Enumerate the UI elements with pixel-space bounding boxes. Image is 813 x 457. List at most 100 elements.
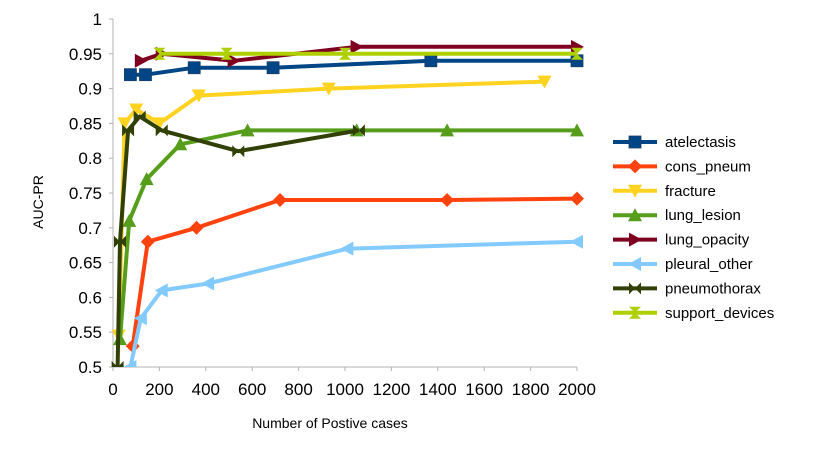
data-point — [113, 235, 120, 248]
x-tick-label: 400 — [192, 380, 220, 399]
data-point-part — [238, 145, 245, 158]
x-tick-label: 800 — [284, 380, 312, 399]
data-point — [111, 361, 118, 367]
data-point — [133, 311, 147, 326]
data-point-part — [358, 124, 365, 137]
series-fracture — [111, 75, 552, 343]
series-line — [116, 79, 545, 336]
y-tick-label: 0.65 — [69, 254, 102, 273]
data-point — [139, 172, 154, 186]
data-point — [220, 47, 233, 54]
data-point — [173, 137, 188, 151]
data-point — [570, 234, 583, 249]
x-axis-title: Number of Postive cases — [252, 415, 408, 431]
data-point — [155, 124, 162, 137]
y-tick-label: 0.75 — [69, 184, 102, 203]
data-point — [266, 61, 280, 75]
data-point-part — [139, 110, 146, 123]
data-point — [352, 124, 359, 137]
legend: atelectasis cons_pneum fracture lung_lesion… — [613, 134, 774, 322]
y-tick-label: 0.5 — [78, 358, 102, 377]
data-point — [134, 53, 148, 68]
legend-label: cons_pneum — [665, 158, 751, 175]
data-point — [153, 47, 166, 54]
data-point — [628, 159, 642, 174]
data-point — [339, 47, 351, 54]
data-point-part — [119, 235, 126, 248]
legend-label: pleural_other — [665, 256, 753, 273]
x-tick-label: 2000 — [558, 380, 596, 399]
y-axis-title: AUC-PR — [30, 175, 46, 229]
data-point — [629, 282, 635, 295]
data-point — [629, 306, 641, 313]
data-point — [424, 54, 438, 68]
data-point — [201, 276, 215, 291]
data-point — [124, 68, 137, 82]
data-point — [628, 257, 641, 271]
series-pleural-other — [123, 234, 583, 367]
x-tick-label: 1600 — [465, 380, 503, 399]
data-point — [187, 61, 201, 75]
legend-item: fracture — [613, 183, 716, 200]
data-point — [139, 68, 152, 82]
data-point — [628, 184, 642, 198]
series-line — [118, 128, 577, 340]
data-point-part — [339, 53, 351, 60]
data-point — [537, 75, 552, 89]
x-tick-label: 1200 — [372, 380, 410, 399]
data-point-part — [128, 124, 135, 137]
y-tick-label: 0.9 — [78, 80, 102, 99]
x-tick-label: 0 — [108, 380, 117, 399]
data-point — [232, 145, 239, 158]
x-tick-label: 200 — [145, 380, 173, 399]
data-point — [227, 53, 241, 68]
data-point — [129, 103, 144, 117]
y-tick-label: 0.95 — [69, 45, 102, 64]
legend-label: atelectasis — [665, 134, 736, 151]
data-point — [152, 117, 167, 131]
legend-item: lung_opacity — [613, 232, 750, 249]
data-point-part — [220, 53, 233, 60]
legend-label: fracture — [665, 183, 716, 200]
data-point — [189, 220, 204, 235]
data-point — [122, 213, 137, 227]
y-tick-label: 1 — [93, 10, 102, 29]
legend-item: pleural_other — [613, 256, 753, 273]
data-point-part — [571, 53, 583, 60]
legend-label: support_devices — [665, 305, 774, 322]
data-point — [240, 123, 255, 137]
data-point — [629, 232, 642, 247]
legend-item: pneumothorax — [613, 280, 761, 297]
data-point — [350, 39, 364, 54]
data-point-part — [635, 282, 641, 295]
series-lung-lesion — [112, 123, 584, 346]
data-point-part — [153, 53, 166, 60]
data-point-part — [117, 361, 124, 367]
series-support-devices — [153, 47, 583, 60]
data-point — [117, 117, 132, 131]
data-point — [570, 191, 584, 206]
axes — [109, 18, 578, 371]
legend-item: lung_lesion — [613, 207, 741, 224]
legend-item: atelectasis — [613, 134, 736, 151]
legend-label: lung_opacity — [665, 232, 750, 249]
legend-label: pneumothorax — [665, 280, 761, 297]
series-line — [128, 239, 578, 367]
series-pneumothorax — [111, 110, 365, 367]
data-point — [440, 123, 455, 137]
x-tick-label: 1000 — [326, 380, 364, 399]
x-tick-label: 1400 — [419, 380, 457, 399]
data-point — [191, 89, 206, 103]
data-point — [123, 360, 137, 367]
data-point — [628, 208, 642, 222]
data-point — [133, 110, 140, 123]
data-point-part — [161, 124, 168, 137]
y-tick-label: 0.6 — [78, 288, 102, 307]
data-point — [273, 192, 288, 207]
x-tick-label: 1800 — [512, 380, 550, 399]
data-point — [154, 283, 168, 298]
data-point — [122, 124, 129, 137]
legend-label: lung_lesion — [665, 207, 741, 224]
legend-item: cons_pneum — [613, 158, 751, 175]
